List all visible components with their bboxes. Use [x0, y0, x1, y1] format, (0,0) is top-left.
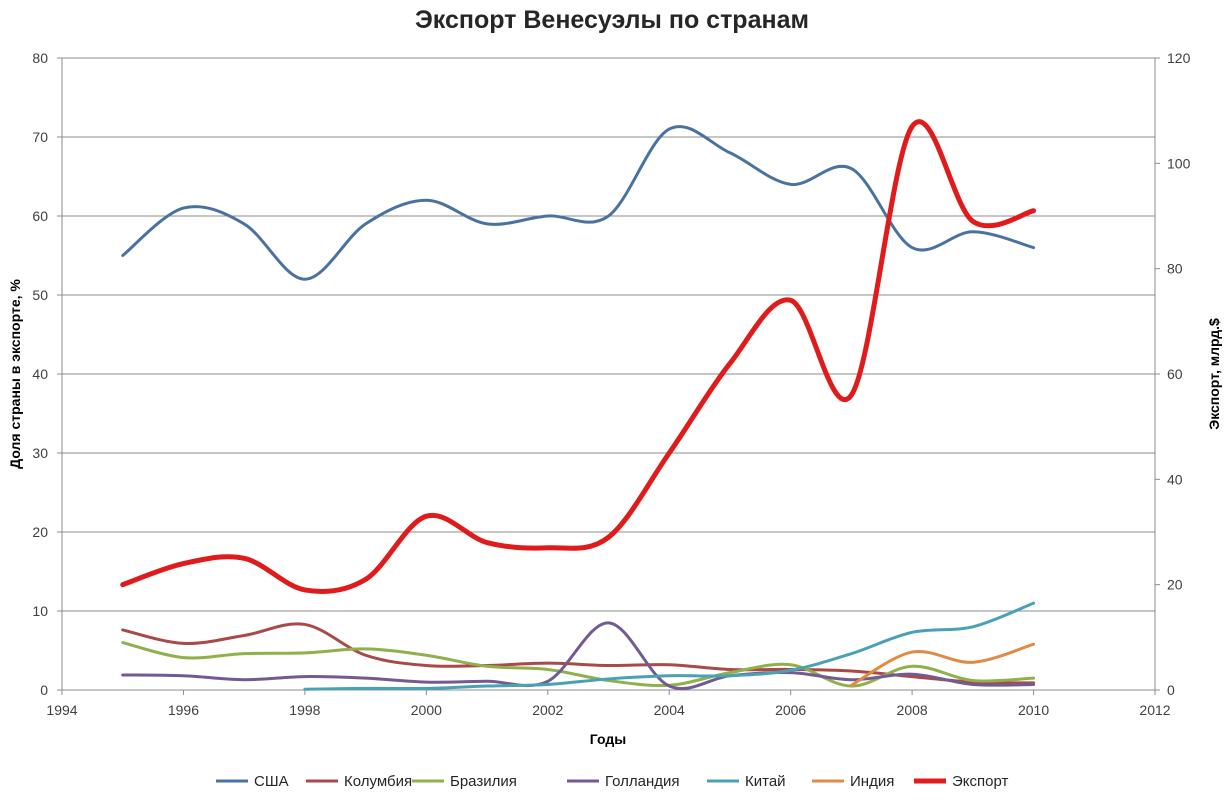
- y-tick-label: 40: [32, 366, 48, 382]
- legend-label: Колумбия: [344, 773, 412, 790]
- x-tick-label: 1996: [168, 702, 199, 718]
- y-tick-label: 50: [32, 287, 48, 303]
- x-tick-label: 2004: [654, 702, 685, 718]
- x-axis-title: Годы: [590, 731, 626, 747]
- legend-label: Китай: [745, 773, 786, 790]
- legend-label: Экспорт: [952, 773, 1008, 790]
- y2-tick-label: 40: [1167, 471, 1183, 487]
- series-line-6: [120, 119, 1037, 594]
- series-line-4: [303, 601, 1036, 691]
- legend-label: США: [254, 773, 289, 790]
- x-tick-label: 2000: [411, 702, 442, 718]
- series-layer: [120, 119, 1037, 691]
- y-tick-label: 10: [32, 603, 48, 619]
- y-tick-label: 60: [32, 208, 48, 224]
- series-line-2: [121, 641, 1036, 688]
- x-tick-label: 2008: [897, 702, 928, 718]
- axes-layer: 0 10 20 30 40 50 60 70 80 0 20 40 60 80 100 120 1994 1996…: [32, 50, 1190, 718]
- x-tick-label: 2006: [775, 702, 806, 718]
- y2-axis-title: Экспорт, млрд.$: [1206, 318, 1222, 430]
- x-tick-label: 2002: [532, 702, 563, 718]
- y2-tick-label: 60: [1167, 366, 1183, 382]
- x-tick-label: 1998: [289, 702, 320, 718]
- series-line-1: [121, 622, 1036, 685]
- y-tick-label: 70: [32, 129, 48, 145]
- y-axis-title: Доля страны в экспорте, %: [7, 279, 23, 469]
- y2-tick-label: 120: [1167, 50, 1191, 66]
- y-tick-label: 20: [32, 524, 48, 540]
- legend-label: Индия: [850, 773, 894, 790]
- y2-tick-label: 80: [1167, 261, 1183, 277]
- y2-tick-label: 100: [1167, 155, 1191, 171]
- legend-label: Голландия: [605, 773, 680, 790]
- series-line-3: [121, 621, 1036, 691]
- x-tick-label: 2012: [1139, 702, 1170, 718]
- legend-label: Бразилия: [450, 773, 517, 790]
- series-line-0: [121, 125, 1036, 281]
- chart-title: Экспорт Венесуэлы по странам: [415, 6, 809, 34]
- y2-tick-label: 0: [1167, 682, 1175, 698]
- y-tick-label: 30: [32, 445, 48, 461]
- x-tick-label: 2010: [1018, 702, 1049, 718]
- y2-tick-label: 20: [1167, 577, 1183, 593]
- y-tick-label: 0: [40, 682, 48, 698]
- x-tick-label: 1994: [46, 702, 77, 718]
- legend: США Колумбия Бразилия Голландия Китай Индия Эк…: [216, 773, 1008, 790]
- grid-layer: [62, 57, 1155, 691]
- series-line-5: [849, 642, 1036, 687]
- y-tick-label: 80: [32, 50, 48, 66]
